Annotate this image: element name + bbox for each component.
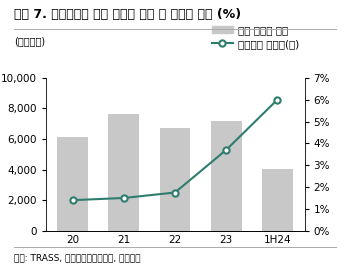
- Bar: [57, 137, 88, 231]
- Text: (백만달러): (백만달러): [14, 36, 45, 46]
- Text: 도표 7. 실리콘투의 한국 화장품 수출 내 점유율 추이 (%): 도표 7. 실리콘투의 한국 화장품 수출 내 점유율 추이 (%): [14, 8, 241, 21]
- Legend: 한국 화장품 수출, 실리콘투 점유율(우): 한국 화장품 수출, 실리콘투 점유율(우): [212, 25, 299, 49]
- Bar: [211, 121, 241, 231]
- Text: 자료: TRASS, 한국경제통계시스템, 하나증권: 자료: TRASS, 한국경제통계시스템, 하나증권: [14, 253, 140, 262]
- Bar: [160, 128, 190, 231]
- Bar: [108, 114, 139, 231]
- Bar: [262, 169, 293, 231]
